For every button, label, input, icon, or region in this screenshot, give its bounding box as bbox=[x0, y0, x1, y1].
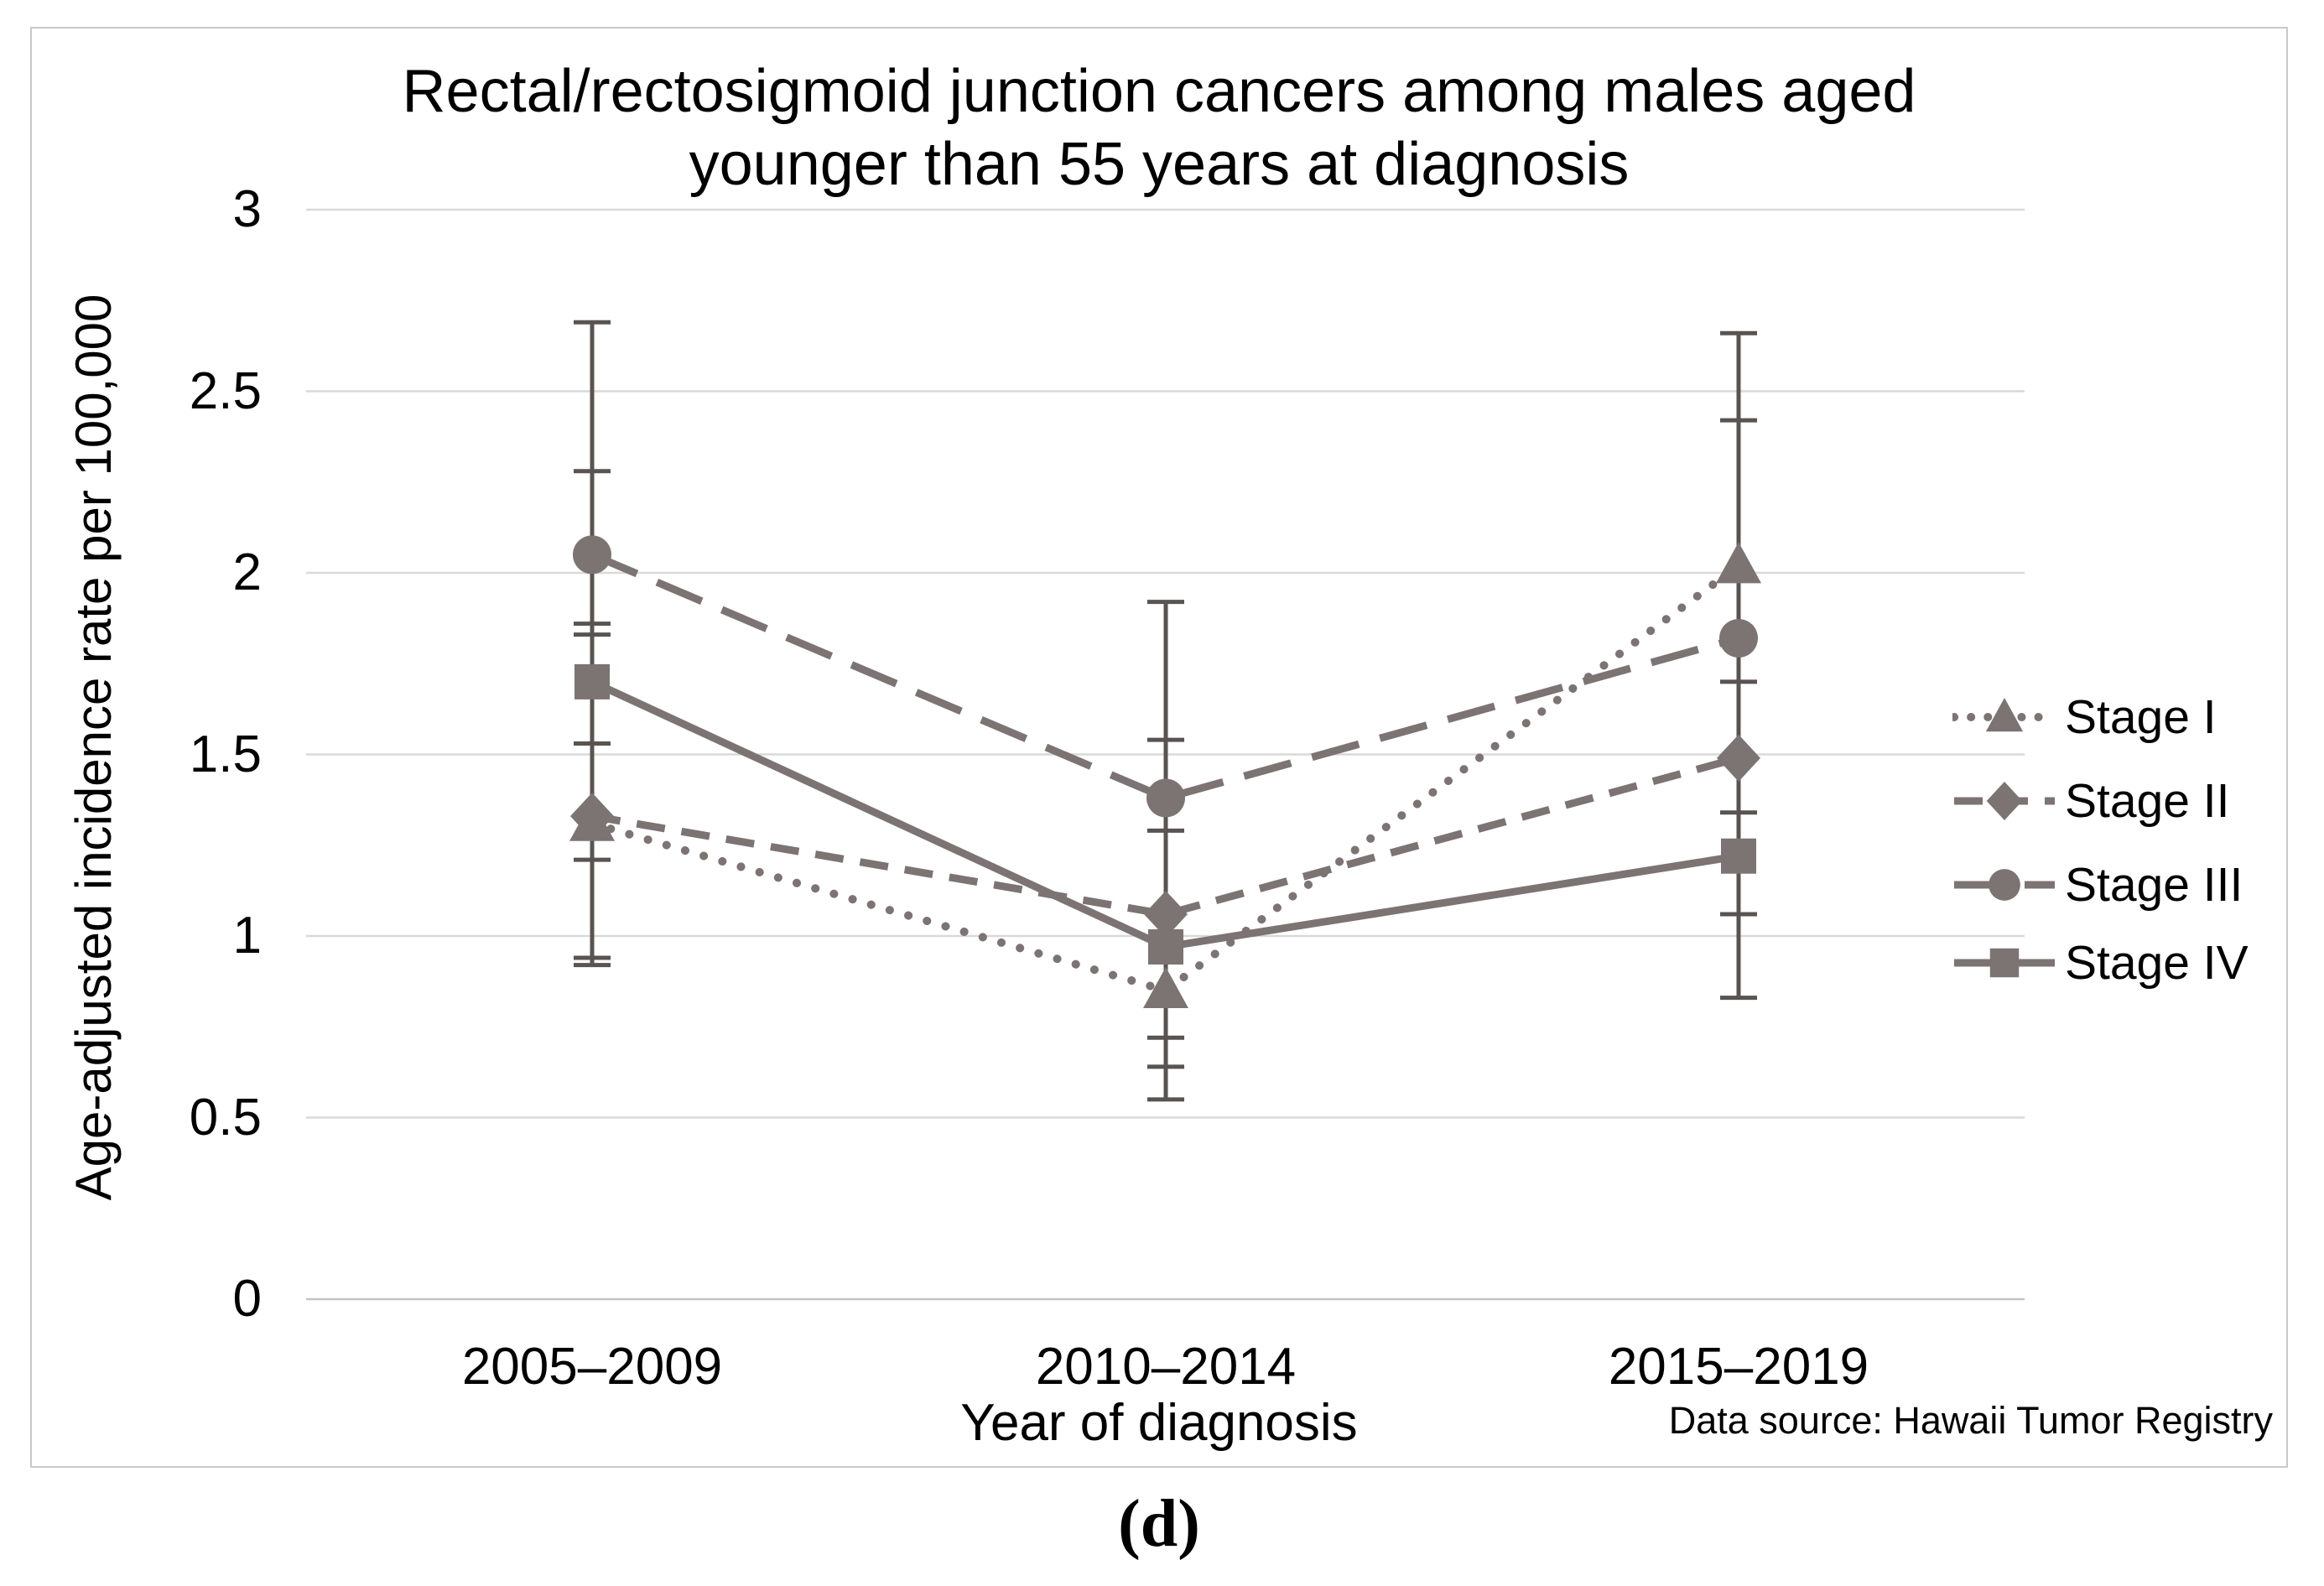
series-line-stage-ii bbox=[591, 754, 1740, 918]
y-tick-label: 0 bbox=[232, 1270, 262, 1328]
x-tick-label: 2015–2019 bbox=[1608, 1338, 1869, 1396]
marker-stage-ii-2010-2014 bbox=[1144, 891, 1188, 939]
error-bar-2010-2014 bbox=[1147, 600, 1184, 1102]
marker-stage-ii-2015-2019 bbox=[1717, 734, 1760, 782]
y-tick-label: 2 bbox=[232, 543, 262, 601]
error-bar-2005-2009 bbox=[574, 320, 611, 968]
x-tick-label: 2005–2009 bbox=[461, 1338, 723, 1396]
marker-stage-iv-2015-2019 bbox=[1721, 838, 1756, 874]
chart-border bbox=[30, 27, 2288, 1468]
series-line-stage-iii bbox=[590, 551, 1740, 803]
marker-stage-iv-2005-2009 bbox=[575, 663, 610, 699]
y-tick-label: 1 bbox=[232, 907, 262, 965]
legend-marker-circle-icon bbox=[1954, 869, 2055, 901]
subfigure-label: (d) bbox=[1118, 1487, 1200, 1561]
marker-stage-iii-2015-2019 bbox=[1719, 618, 1758, 658]
legend-label: Stage III bbox=[2065, 858, 2243, 912]
error-bar-2015-2019 bbox=[1720, 330, 1757, 1001]
y-tick-label: 2.5 bbox=[189, 361, 262, 420]
y-tick-label: 1.5 bbox=[189, 725, 262, 783]
legend-item-stage-ii: Stage II bbox=[1952, 773, 2229, 829]
legend-marker-square-icon bbox=[1954, 948, 2055, 978]
legend-item-stage-i: Stage I bbox=[1952, 689, 2217, 745]
x-axis-title: Year of diagnosis bbox=[960, 1394, 1358, 1452]
marker-stage-i-2010-2014 bbox=[1143, 966, 1188, 1008]
legend-marker-shape bbox=[1986, 782, 2023, 820]
marker-stage-iv-2010-2014 bbox=[1148, 928, 1183, 965]
marker-stage-i-2015-2019 bbox=[1716, 542, 1761, 584]
legend-item-stage-iv: Stage IV bbox=[1952, 935, 2249, 991]
legend-marker-triangle-icon bbox=[1952, 698, 2056, 732]
legend-label: Stage IV bbox=[2065, 936, 2249, 990]
legend-label: Stage I bbox=[2065, 690, 2217, 744]
legend-label: Stage II bbox=[2065, 774, 2230, 828]
legend-marker-shape bbox=[1989, 869, 2020, 901]
chart-title: Rectal/rectosigmoid junction cancers amo… bbox=[30, 55, 2288, 201]
data-source-note: Data source: Hawaii Tumor Registry bbox=[1668, 1399, 2273, 1442]
marker-stage-iii-2010-2014 bbox=[1146, 778, 1185, 818]
legend-marker-shape bbox=[1989, 948, 2020, 978]
chart-title-line1: Rectal/rectosigmoid junction cancers amo… bbox=[402, 58, 1916, 125]
x-tick-label: 2010–2014 bbox=[1035, 1338, 1297, 1396]
marker-stage-i-2005-2009 bbox=[569, 799, 615, 841]
legend-marker-diamond-icon bbox=[1954, 782, 2055, 820]
legend-item-stage-iii: Stage III bbox=[1952, 857, 2243, 913]
marker-stage-iii-2005-2009 bbox=[573, 535, 611, 575]
y-tick-label: 3 bbox=[232, 180, 262, 238]
chart-title-line2: younger than 55 years at diagnosis bbox=[689, 131, 1630, 198]
legend-marker-shape bbox=[1985, 698, 2024, 732]
y-tick-label: 0.5 bbox=[189, 1088, 262, 1147]
